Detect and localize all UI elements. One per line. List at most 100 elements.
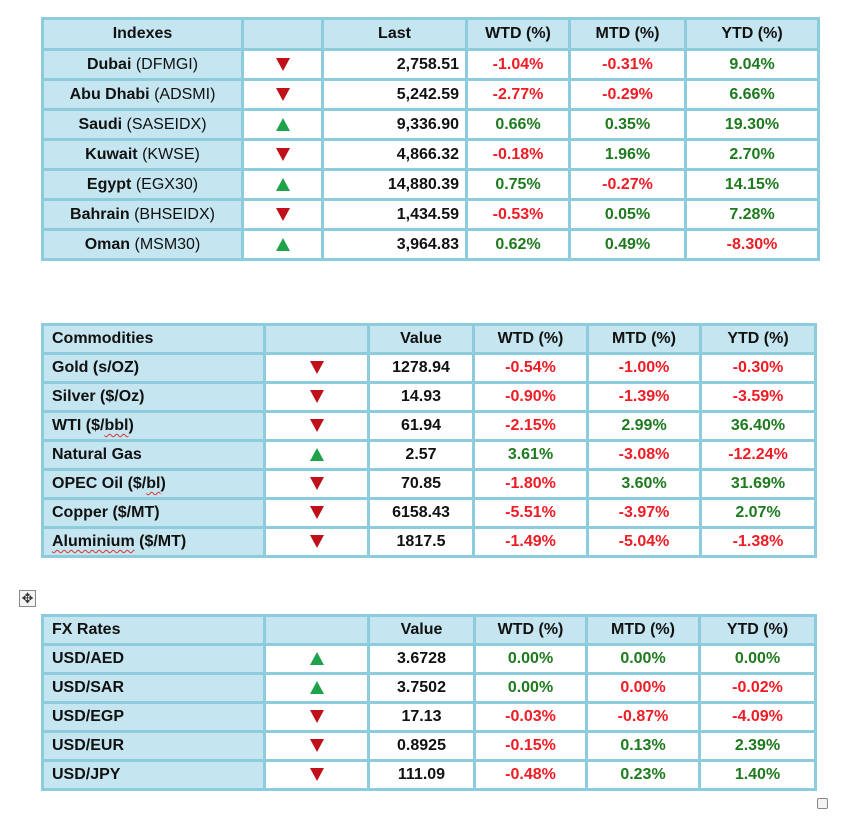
row-name: OPEC Oil ($/bl) bbox=[52, 475, 166, 492]
commodities-name-cell: Silver ($/Oz) bbox=[41, 381, 266, 413]
commodities-mtd-cell: 2.99% bbox=[586, 410, 702, 442]
indexes-header-cell: Indexes bbox=[41, 17, 244, 51]
triangle-down-icon bbox=[309, 710, 324, 724]
commodities-row: Aluminium ($/MT) 1817.5 -1.49% -5.04% -1.38% bbox=[41, 526, 817, 558]
indexes-ytd-cell: 19.30% bbox=[684, 108, 820, 141]
indexes-name-cell: Bahrain (BHSEIDX) bbox=[41, 198, 244, 231]
triangle-down-icon bbox=[275, 87, 290, 101]
fx-name-cell: USD/AED bbox=[41, 643, 266, 675]
commodities-ytd-cell: -12.24% bbox=[699, 439, 817, 471]
indexes-name-cell: Oman (MSM30) bbox=[41, 228, 244, 261]
indexes-mtd-cell: 0.05% bbox=[568, 198, 687, 231]
row-name: Dubai bbox=[86, 55, 132, 73]
indexes-mtd-cell: 1.96% bbox=[568, 138, 687, 171]
commodities-trend-cell bbox=[263, 410, 370, 442]
fx-wtd-cell: 0.00% bbox=[473, 643, 588, 675]
fx-header-cell: YTD (%) bbox=[698, 614, 817, 646]
indexes-row: Egypt (EGX30) 14,880.39 0.75% -0.27% 14.15% bbox=[41, 168, 820, 201]
indexes-value-cell: 5,242.59 bbox=[321, 78, 468, 111]
indexes-wtd-cell: -2.77% bbox=[465, 78, 571, 111]
commodities-ytd-cell: -3.59% bbox=[699, 381, 817, 413]
indexes-ytd-cell: -8.30% bbox=[684, 228, 820, 261]
commodities-table: Commodities Value WTD (%) MTD (%) YTD (%) Gol… bbox=[41, 323, 817, 558]
row-name: Saudi bbox=[78, 115, 123, 133]
indexes-header-row: Indexes Last WTD (%) MTD (%) YTD (%) bbox=[41, 17, 820, 51]
indexes-row: Kuwait (KWSE) 4,866.32 -0.18% 1.96% 2.70% bbox=[41, 138, 820, 171]
indexes-wtd-cell: -1.04% bbox=[465, 48, 571, 81]
indexes-row: Abu Dhabi (ADSMI) 5,242.59 -2.77% -0.29% 6.6… bbox=[41, 78, 820, 111]
commodities-value-cell: 61.94 bbox=[367, 410, 475, 442]
commodities-name-cell: Copper ($/MT) bbox=[41, 497, 266, 529]
indexes-value-cell: 4,866.32 bbox=[321, 138, 468, 171]
row-code: (SASEIDX) bbox=[126, 115, 207, 133]
commodities-trend-cell bbox=[263, 439, 370, 471]
row-name: Copper ($/MT) bbox=[52, 504, 160, 521]
fx-header-cell bbox=[263, 614, 370, 646]
commodities-ytd-cell: 36.40% bbox=[699, 410, 817, 442]
commodities-mtd-cell: -3.97% bbox=[586, 497, 702, 529]
indexes-trend-cell bbox=[241, 228, 324, 261]
fx-row: USD/JPY 111.09 -0.48% 0.23% 1.40% bbox=[41, 759, 817, 791]
indexes-ytd-cell: 7.28% bbox=[684, 198, 820, 231]
indexes-wtd-cell: -0.18% bbox=[465, 138, 571, 171]
triangle-up-icon bbox=[309, 681, 324, 695]
indexes-header-cell bbox=[241, 17, 324, 51]
fx-header-cell: MTD (%) bbox=[585, 614, 701, 646]
commodities-row: OPEC Oil ($/bl) 70.85 -1.80% 3.60% 31.69% bbox=[41, 468, 817, 500]
indexes-value-cell: 1,434.59 bbox=[321, 198, 468, 231]
row-name: USD/AED bbox=[52, 650, 125, 667]
fx-mtd-cell: 0.00% bbox=[585, 643, 701, 675]
indexes-mtd-cell: -0.27% bbox=[568, 168, 687, 201]
fx-row: USD/EGP 17.13 -0.03% -0.87% -4.09% bbox=[41, 701, 817, 733]
triangle-down-icon bbox=[309, 739, 324, 753]
indexes-mtd-cell: 0.49% bbox=[568, 228, 687, 261]
fx-row: USD/SAR 3.7502 0.00% 0.00% -0.02% bbox=[41, 672, 817, 704]
fx-trend-cell bbox=[263, 730, 370, 762]
indexes-ytd-cell: 2.70% bbox=[684, 138, 820, 171]
indexes-table: Indexes Last WTD (%) MTD (%) YTD (%) Dubai (D… bbox=[41, 17, 820, 261]
indexes-row: Bahrain (BHSEIDX) 1,434.59 -0.53% 0.05% 7.28… bbox=[41, 198, 820, 231]
commodities-name-cell: Gold (s/OZ) bbox=[41, 352, 266, 384]
indexes-trend-cell bbox=[241, 48, 324, 81]
indexes-header-cell: Last bbox=[321, 17, 468, 51]
indexes-header-cell: WTD (%) bbox=[465, 17, 571, 51]
spellcheck-underline: bbl bbox=[104, 417, 129, 434]
commodities-name-cell: Aluminium ($/MT) bbox=[41, 526, 266, 558]
indexes-ytd-cell: 6.66% bbox=[684, 78, 820, 111]
spellcheck-underline: Aluminium bbox=[52, 533, 135, 550]
commodities-wtd-cell: -1.49% bbox=[472, 526, 589, 558]
triangle-up-icon bbox=[309, 652, 324, 666]
row-name: USD/EGP bbox=[52, 708, 125, 725]
commodities-mtd-cell: -1.00% bbox=[586, 352, 702, 384]
fx-header-row: FX Rates Value WTD (%) MTD (%) YTD (%) bbox=[41, 614, 817, 646]
commodities-row: Copper ($/MT) 6158.43 -5.51% -3.97% 2.07% bbox=[41, 497, 817, 529]
commodities-header-cell: YTD (%) bbox=[699, 323, 817, 355]
triangle-down-icon bbox=[309, 768, 324, 782]
commodities-mtd-cell: -1.39% bbox=[586, 381, 702, 413]
indexes-mtd-cell: 0.35% bbox=[568, 108, 687, 141]
row-code: (BHSEIDX) bbox=[134, 205, 215, 223]
row-name: Gold (s/OZ) bbox=[52, 359, 140, 376]
triangle-down-icon bbox=[309, 361, 324, 375]
indexes-header-cell: YTD (%) bbox=[684, 17, 820, 51]
commodities-trend-cell bbox=[263, 497, 370, 529]
commodities-name-cell: WTI ($/bbl) bbox=[41, 410, 266, 442]
indexes-wtd-cell: 0.66% bbox=[465, 108, 571, 141]
fx-trend-cell bbox=[263, 759, 370, 791]
table-resize-handle-icon[interactable] bbox=[817, 798, 828, 809]
indexes-row: Dubai (DFMGI) 2,758.51 -1.04% -0.31% 9.04% bbox=[41, 48, 820, 81]
commodities-mtd-cell: -5.04% bbox=[586, 526, 702, 558]
fx-ytd-cell: 1.40% bbox=[698, 759, 817, 791]
triangle-up-icon bbox=[275, 177, 290, 191]
fx-row: USD/AED 3.6728 0.00% 0.00% 0.00% bbox=[41, 643, 817, 675]
fx-wtd-cell: -0.15% bbox=[473, 730, 588, 762]
fx-ytd-cell: 0.00% bbox=[698, 643, 817, 675]
fx-ytd-cell: 2.39% bbox=[698, 730, 817, 762]
fx-name-cell: USD/EUR bbox=[41, 730, 266, 762]
commodities-trend-cell bbox=[263, 381, 370, 413]
table-move-handle-icon[interactable]: ✥ bbox=[19, 590, 36, 607]
commodities-name-cell: OPEC Oil ($/bl) bbox=[41, 468, 266, 500]
commodities-row: Gold (s/OZ) 1278.94 -0.54% -1.00% -0.30% bbox=[41, 352, 817, 384]
triangle-down-icon bbox=[275, 207, 290, 221]
fx-ytd-cell: -4.09% bbox=[698, 701, 817, 733]
